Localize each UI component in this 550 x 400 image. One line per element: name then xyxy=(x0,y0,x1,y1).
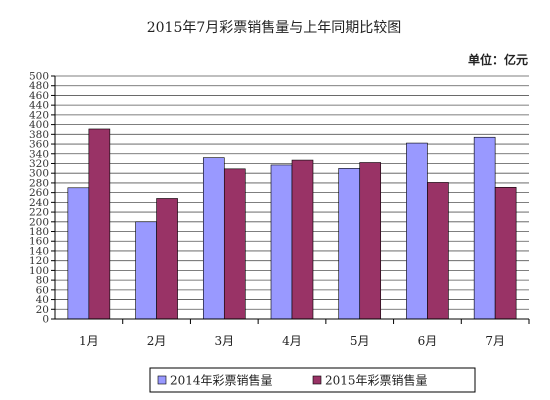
y-axis-ticks: 0204060801001201401601802002202402602803… xyxy=(29,71,55,326)
legend-label-2: 2015年彩票销售量 xyxy=(325,373,428,388)
y-tick-label: 300 xyxy=(29,168,49,180)
bar-2-7 xyxy=(494,186,517,320)
y-tick-label: 220 xyxy=(29,207,49,219)
y-tick-label: 20 xyxy=(36,304,49,316)
y-tick-label: 160 xyxy=(29,236,49,248)
legend: 2014年彩票销售量 2015年彩票销售量 xyxy=(149,367,476,393)
y-tick-label: 180 xyxy=(29,226,49,238)
bar-2-5 xyxy=(359,162,382,320)
y-tick-label: 460 xyxy=(29,90,49,102)
y-tick-label: 40 xyxy=(36,294,49,306)
legend-swatch-1 xyxy=(157,375,167,385)
y-tick-label: 260 xyxy=(29,187,49,199)
y-tick-label: 400 xyxy=(29,119,49,131)
bar-2-3 xyxy=(223,168,246,320)
bar-1-3 xyxy=(202,157,225,320)
x-tick-label: 3月 xyxy=(214,334,234,348)
x-axis-ticks: 1月 2月 3月 4月 5月 6月 7月 xyxy=(79,319,530,348)
y-tick-label: 320 xyxy=(29,158,49,170)
bar-2-1 xyxy=(88,128,111,320)
x-tick-label: 1月 xyxy=(79,334,99,348)
bar-1-5 xyxy=(338,168,361,320)
y-tick-label: 280 xyxy=(29,177,49,189)
bars xyxy=(67,128,517,320)
y-tick-label: 240 xyxy=(29,197,49,209)
y-tick-label: 440 xyxy=(29,100,49,112)
x-tick-label: 2月 xyxy=(147,334,167,348)
y-tick-label: 140 xyxy=(29,245,49,257)
bar-1-1 xyxy=(67,187,90,320)
y-tick-label: 420 xyxy=(29,109,49,121)
y-tick-label: 80 xyxy=(36,275,49,287)
y-tick-label: 0 xyxy=(42,314,49,326)
bar-1-2 xyxy=(135,221,157,320)
y-tick-label: 480 xyxy=(29,80,49,92)
bar-1-7 xyxy=(473,136,496,320)
y-tick-label: 120 xyxy=(29,255,49,267)
unit-label: 单位：亿元 xyxy=(468,52,528,67)
legend-swatch-2 xyxy=(312,375,322,385)
y-tick-label: 60 xyxy=(36,284,49,296)
y-tick-label: 200 xyxy=(29,216,49,228)
bar-1-6 xyxy=(406,142,428,320)
y-tick-label: 360 xyxy=(29,139,49,151)
bar-2-2 xyxy=(156,198,178,320)
x-tick-label: 5月 xyxy=(350,334,370,348)
bar-1-4 xyxy=(270,164,293,320)
x-tick-label: 7月 xyxy=(485,334,505,348)
legend-box xyxy=(149,367,476,393)
x-tick-label: 6月 xyxy=(418,334,438,348)
x-tick-label: 4月 xyxy=(282,334,302,348)
y-tick-label: 340 xyxy=(29,148,49,160)
y-tick-label: 500 xyxy=(29,71,49,83)
chart-title: 2015年7月彩票销售量与上年同期比较图 xyxy=(147,20,402,36)
y-tick-label: 100 xyxy=(29,265,49,277)
legend-label-1: 2014年彩票销售量 xyxy=(170,373,273,388)
y-tick-label: 380 xyxy=(29,129,49,141)
bar-2-6 xyxy=(427,182,449,320)
bar-2-4 xyxy=(291,159,314,320)
